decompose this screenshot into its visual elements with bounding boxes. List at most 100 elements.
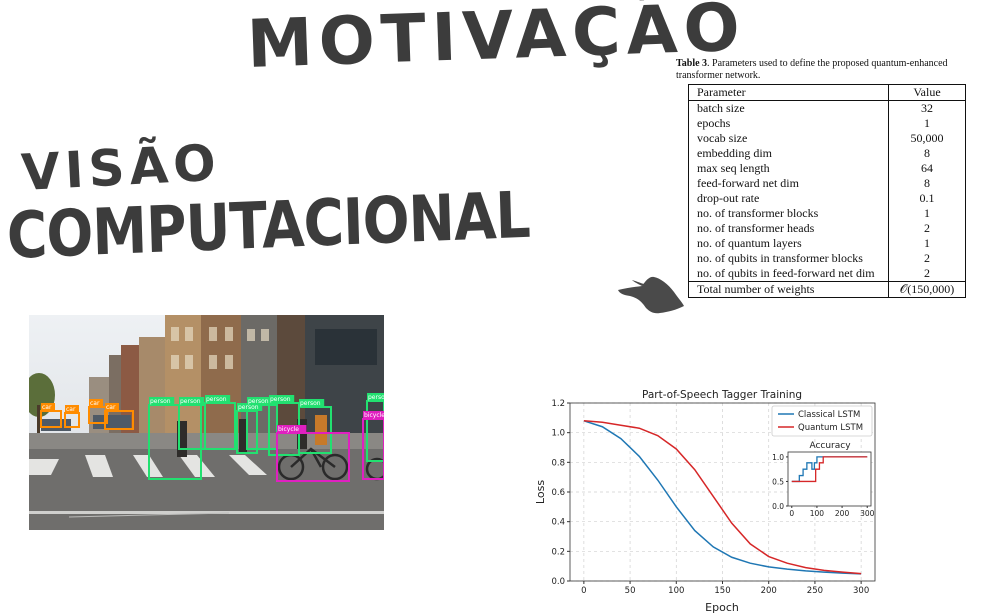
x-tick-label: 150	[714, 586, 730, 596]
param-value: 8	[888, 176, 966, 191]
param-name: max seq length	[688, 161, 889, 176]
param-value: 1	[888, 206, 966, 221]
param-value: 32	[888, 100, 966, 116]
bicycle-detection-box	[276, 432, 350, 482]
param-value: 2	[888, 221, 966, 236]
y-tick-label: 0.2	[551, 547, 565, 557]
bicycle-label-background	[277, 425, 307, 433]
table-row: batch size 32	[688, 100, 966, 116]
car-label-background	[41, 403, 55, 411]
person-label: person	[206, 396, 227, 403]
y-tick-label: 0.4	[551, 518, 565, 528]
person-label: person	[270, 396, 291, 403]
car-label-background	[65, 405, 79, 413]
param-value: 2	[888, 251, 966, 266]
param-name: no. of qubits in feed-forward net dim	[688, 266, 889, 282]
parameters-table: Parameter Value batch size 32 epochs 1 vocab…	[688, 84, 966, 298]
chart-title: Part-of-Speech Tagger Training	[642, 389, 802, 401]
y-tick-label: 0.8	[551, 458, 565, 468]
param-name: embedding dim	[688, 146, 889, 161]
table-row: no. of quantum layers 1	[688, 236, 966, 251]
person-label-background	[247, 397, 273, 405]
y-tick-label: 0.6	[551, 488, 565, 498]
table-row: drop-out rate 0.1	[688, 191, 966, 206]
table-row: no. of qubits in feed-forward net dim 2	[688, 266, 966, 282]
total-label: Total number of weights	[688, 281, 889, 298]
table-row: vocab size 50,000	[688, 131, 966, 146]
inset-title: Accuracy	[809, 441, 851, 451]
person-detection-box	[148, 404, 202, 480]
bicycle-label: bicycle	[278, 426, 299, 433]
table-row: feed-forward net dim 8	[688, 176, 966, 191]
x-tick-label: 50	[625, 586, 636, 596]
inset-x-tick-label: 0	[789, 509, 794, 518]
car-label-background	[105, 403, 119, 411]
param-value: 50,000	[888, 131, 966, 146]
person-label: person	[238, 404, 259, 411]
arrow-right-icon	[618, 276, 684, 314]
person-label-background	[367, 393, 384, 401]
param-name: no. of transformer blocks	[688, 206, 889, 221]
quantum-lstm-accuracy-line	[791, 456, 868, 483]
x-tick-label: 250	[807, 586, 823, 596]
param-value: 0.1	[888, 191, 966, 206]
table-row: max seq length 64	[688, 161, 966, 176]
car-label: car	[106, 404, 116, 411]
person-label: person	[300, 400, 321, 407]
inset-x-tick-label: 200	[835, 509, 850, 518]
param-value: 2	[888, 266, 966, 282]
table-row: no. of qubits in transformer blocks 2	[688, 251, 966, 266]
param-name: feed-forward net dim	[688, 176, 889, 191]
table-row: no. of transformer blocks 1	[688, 206, 966, 221]
x-tick-label: 0	[581, 586, 586, 596]
param-value: 64	[888, 161, 966, 176]
y-tick-label: 1.2	[551, 399, 565, 409]
y-axis-label: Loss	[534, 480, 547, 504]
param-name: drop-out rate	[688, 191, 889, 206]
table-caption-label: Table 3	[676, 58, 708, 69]
classical-lstm-loss-line	[583, 420, 862, 575]
person-label: person	[180, 398, 201, 405]
header-parameter: Parameter	[688, 84, 889, 101]
y-tick-label: 0.0	[551, 577, 565, 587]
inset-x-tick-label: 300	[860, 509, 875, 518]
chart-legend: Classical LSTM Quantum LSTM	[771, 405, 873, 437]
slide-title: MOTIVAÇÃO	[245, 0, 747, 83]
person-label-background	[149, 397, 175, 405]
car-label-background	[89, 399, 103, 407]
car-label: car	[66, 406, 76, 413]
param-name: epochs	[688, 116, 889, 131]
quantum-lstm-loss-line	[583, 420, 862, 575]
param-value: 8	[888, 146, 966, 161]
car-label: car	[42, 404, 52, 411]
x-axis-label: Epoch	[705, 601, 739, 614]
parameters-table-figure: Table 3. Parameters used to define the p…	[676, 58, 972, 298]
inset-y-tick-label: 1.0	[772, 453, 784, 462]
inset-y-tick-label: 0.5	[772, 477, 784, 486]
param-value: 1	[888, 116, 966, 131]
table-row: embedding dim 8	[688, 146, 966, 161]
person-label-background	[237, 403, 263, 411]
table-row: epochs 1	[688, 116, 966, 131]
param-name: vocab size	[688, 131, 889, 146]
person-label: person	[248, 398, 269, 405]
training-loss-chart: 0 50 100 150 200 250 3000.00.20.40.60.81.01.2 …	[534, 389, 876, 614]
inset-y-tick-label: 0.0	[772, 502, 784, 511]
table-caption: Table 3. Parameters used to define the p…	[676, 58, 972, 82]
x-tick-label: 200	[761, 586, 777, 596]
table-row: no. of transformer heads 2	[688, 221, 966, 236]
param-name: no. of qubits in transformer blocks	[688, 251, 889, 266]
x-tick-label: 100	[668, 586, 684, 596]
total-value: 𝒪(150,000)	[888, 281, 966, 298]
param-name: batch size	[688, 100, 889, 116]
person-label-background	[299, 399, 325, 407]
table-caption-text: . Parameters used to define the proposed…	[676, 58, 948, 81]
slide-subtitle-line2: COMPUTACIONAL	[5, 178, 531, 274]
person-label-background	[269, 395, 295, 403]
person-label-background	[179, 397, 205, 405]
person-label: person	[150, 398, 171, 405]
slide-subtitle-line1: VISÃO	[19, 133, 223, 202]
param-name: no. of transformer heads	[688, 221, 889, 236]
person-label-background	[205, 395, 231, 403]
